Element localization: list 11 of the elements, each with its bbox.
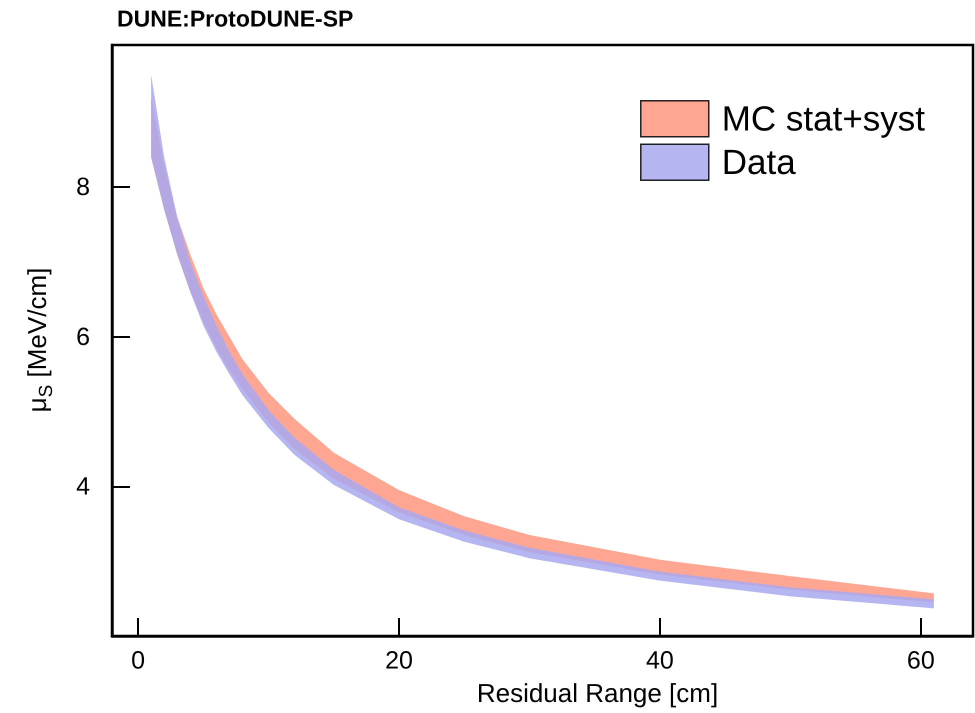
y-tick-label: 6 [76, 322, 90, 351]
legend-label: Data [722, 142, 796, 182]
legend-label: MC stat+syst [722, 99, 926, 138]
chart-title: DUNE:ProtoDUNE-SP [117, 6, 354, 32]
x-tick-label: 20 [385, 646, 413, 674]
x-tick-label: 60 [906, 646, 935, 674]
y-tick-label: 4 [76, 472, 90, 500]
y-tick-label: 8 [76, 173, 90, 202]
x-axis-title: Residual Range [cm] [476, 678, 718, 708]
x-tick-label: 0 [131, 646, 146, 674]
x-tick-label: 40 [646, 646, 674, 674]
